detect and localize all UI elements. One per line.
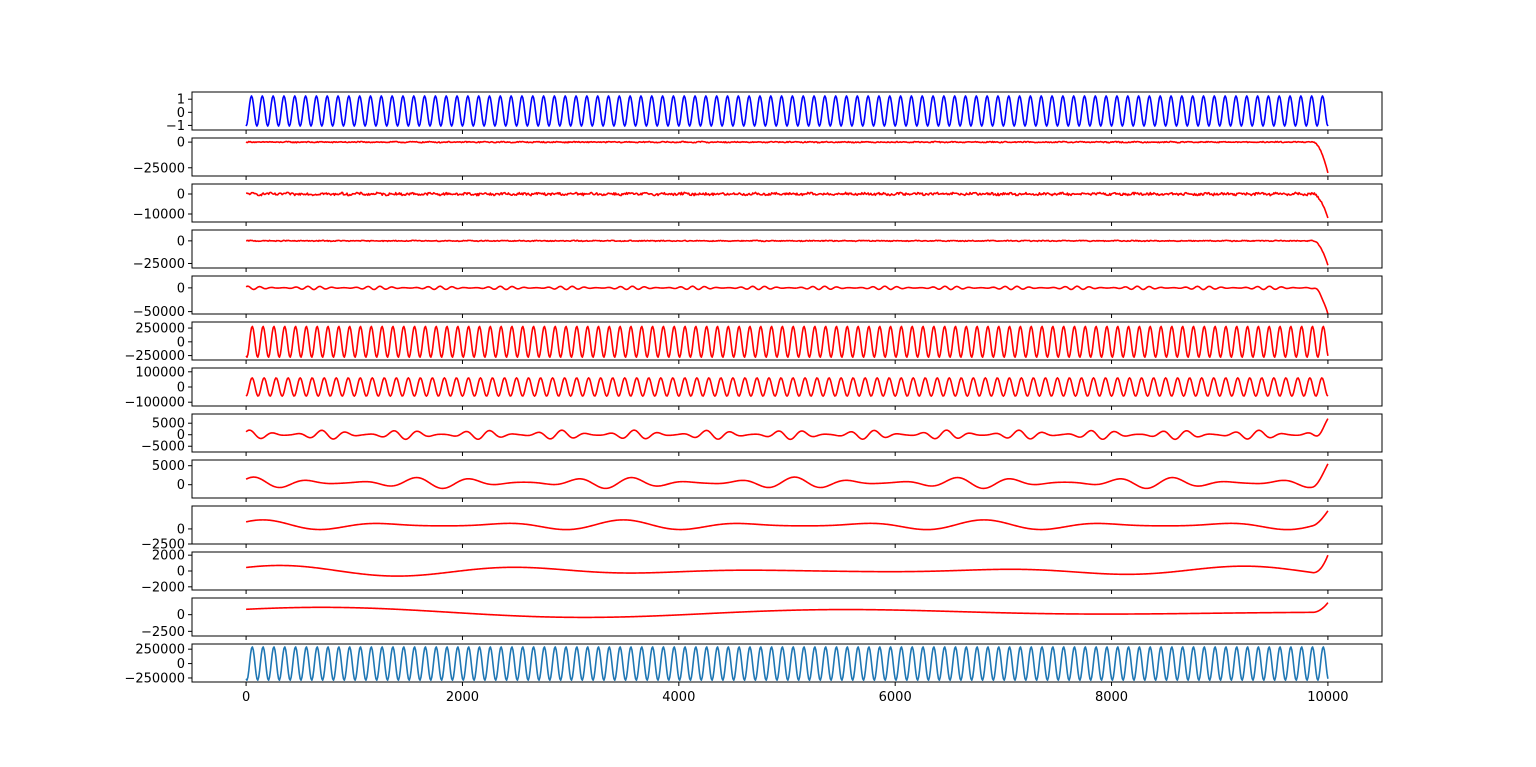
y-tick-label: 5000 [152, 459, 185, 474]
series-line-10 [245, 510, 1329, 531]
x-tick-label: 10000 [1307, 690, 1348, 705]
y-tick-label: 0 [177, 234, 185, 249]
y-tick-label: −2500 [141, 538, 185, 553]
y-tick-label: 100000 [135, 365, 185, 380]
y-tick-label: −1 [166, 119, 185, 134]
y-tick-label: 250000 [135, 322, 185, 337]
axes-frame [191, 597, 1383, 637]
series-line-13 [245, 646, 1329, 681]
series-line-7 [245, 377, 1329, 397]
y-tick-label: −100000 [124, 396, 185, 411]
axes-frame [191, 321, 1383, 361]
series-line-8 [245, 418, 1329, 441]
y-tick-label: −250000 [124, 349, 185, 364]
subplot-8: 50000−5000 [141, 413, 1383, 456]
y-tick-label: 0 [177, 657, 185, 672]
axes-frame [191, 229, 1383, 269]
y-tick-label: 0 [177, 608, 185, 623]
y-tick-label: −5000 [141, 440, 185, 455]
axes-frame [191, 91, 1383, 131]
x-tick-label: 8000 [1095, 690, 1128, 705]
y-tick-label: 0 [177, 565, 185, 580]
y-tick-label: −2000 [141, 580, 185, 595]
y-tick-label: 0 [177, 188, 185, 203]
y-tick-label: 0 [177, 428, 185, 443]
subplot-1: 10−1 [166, 91, 1383, 134]
axes-frame [191, 183, 1383, 223]
x-tick-label: 4000 [662, 690, 695, 705]
axes-frame [191, 275, 1383, 315]
series-line-2 [245, 140, 1329, 174]
subplot-5: 0 −50000 [133, 275, 1383, 320]
series-line-3 [245, 191, 1329, 219]
axes-frame [191, 413, 1383, 453]
y-tick-label: 0 [177, 136, 185, 151]
y-tick-label: 250000 [135, 643, 185, 658]
subplot-2: 0 −25000 [133, 136, 1383, 180]
subplot-9: 5000 0 [152, 459, 1383, 502]
series-line-12 [246, 602, 1329, 619]
y-tick-label: −250000 [124, 671, 185, 686]
x-tick-label: 2000 [446, 690, 479, 705]
series-line-9 [245, 463, 1329, 490]
x-tick-label: 0 [242, 690, 250, 705]
x-tick-label: 6000 [879, 690, 912, 705]
axes-frame [191, 505, 1383, 545]
y-tick-label: −2500 [141, 625, 185, 640]
subplot-3: 0 −10000 [133, 183, 1383, 226]
subplot-10: 0−2500 [141, 505, 1383, 553]
series-line-6 [245, 325, 1329, 358]
axes-frame [191, 459, 1383, 499]
series-line-5 [245, 285, 1329, 314]
y-tick-label: 0 [177, 478, 185, 493]
y-tick-label: 0 [177, 335, 185, 350]
y-tick-label: 0 [177, 522, 185, 537]
y-tick-label: 1 [177, 93, 185, 108]
subplot-stack: 10−10−250000−100000−250000−500002500000−… [124, 91, 1383, 705]
subplot-12: 0 −2500 [141, 597, 1383, 640]
y-tick-label: 0 [177, 106, 185, 121]
y-tick-label: 0 [177, 281, 185, 296]
series-line-11 [246, 554, 1329, 577]
y-tick-label: −50000 [133, 305, 185, 320]
axes-frame [191, 643, 1383, 683]
y-tick-label: −25000 [133, 161, 185, 176]
y-tick-label: −25000 [133, 257, 185, 272]
y-tick-label: 5000 [152, 417, 185, 432]
axes-frame [191, 137, 1383, 177]
series-line-4 [245, 239, 1329, 266]
y-tick-label: 2000 [152, 549, 185, 564]
series-line-1 [245, 95, 1329, 127]
y-tick-label: −10000 [133, 208, 185, 223]
y-tick-label: 0 [177, 381, 185, 396]
subplot-4: 0 −25000 [133, 229, 1383, 272]
